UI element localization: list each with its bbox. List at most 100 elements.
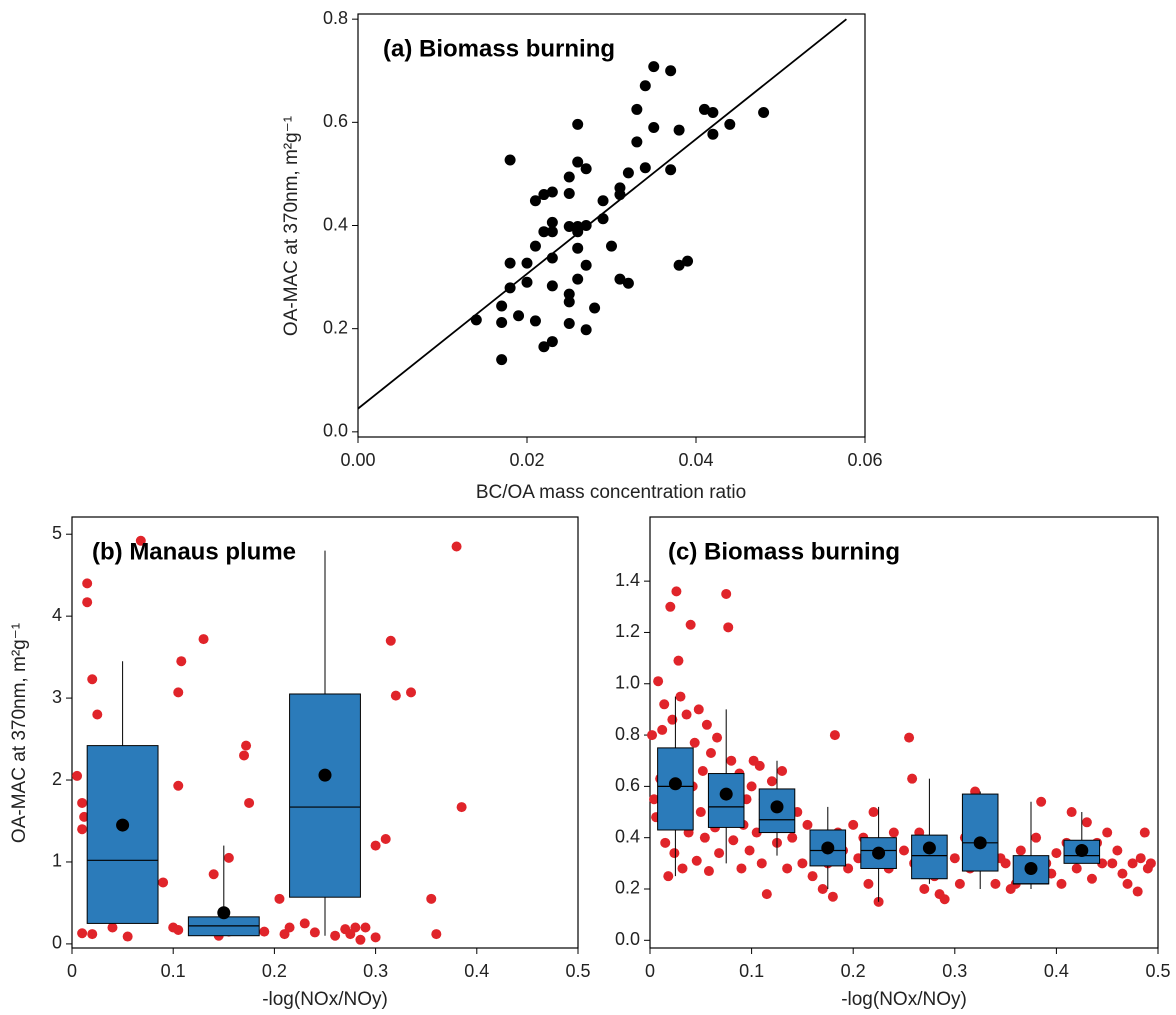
data-point — [176, 656, 187, 667]
y-tick-label: 0.8 — [615, 724, 640, 744]
y-tick-label: 0.4 — [323, 214, 348, 234]
box-body — [289, 693, 361, 898]
data-point — [673, 259, 685, 271]
data-point — [589, 302, 601, 314]
data-point — [622, 167, 634, 179]
box-mean — [1075, 844, 1089, 858]
data-point — [1031, 832, 1042, 843]
data-point — [907, 773, 918, 784]
data-point — [572, 221, 584, 233]
data-point — [431, 929, 442, 940]
data-point — [721, 588, 732, 599]
data-point — [1117, 868, 1128, 879]
data-point — [827, 891, 838, 902]
data-point — [355, 934, 366, 945]
data-point — [1015, 845, 1026, 856]
data-point — [665, 164, 677, 176]
data-point — [380, 834, 391, 845]
box-mean — [922, 841, 936, 855]
data-point — [639, 162, 651, 174]
y-tick-label: 1.0 — [615, 673, 640, 693]
data-point — [580, 220, 592, 231]
data-point — [1066, 807, 1077, 818]
data-point — [1112, 845, 1123, 856]
data-point — [848, 819, 859, 830]
x-tick-label: 0 — [67, 961, 77, 981]
x-axis-label: -log(NOx/NOy) — [262, 989, 388, 1010]
data-point — [529, 240, 541, 252]
box-mean — [1024, 861, 1038, 875]
data-point — [496, 300, 508, 312]
x-tick-label: 0.2 — [262, 961, 287, 981]
data-point — [631, 103, 643, 115]
data-point — [470, 314, 482, 326]
box-body — [961, 793, 999, 872]
data-point — [1051, 848, 1062, 859]
data-point — [728, 835, 739, 846]
data-point — [899, 845, 909, 856]
data-point — [572, 273, 584, 285]
data-point — [714, 848, 725, 859]
y-axis-label: OA-MAC at 370nm, m²g⁻¹ — [9, 623, 30, 843]
data-point — [756, 858, 767, 869]
data-point — [77, 928, 88, 939]
box-mean — [668, 777, 682, 791]
data-point — [158, 877, 169, 888]
data-point — [521, 276, 533, 288]
data-point — [77, 824, 88, 835]
data-point — [888, 827, 899, 838]
data-point — [529, 315, 541, 327]
x-tick-label: 0.4 — [464, 961, 489, 981]
data-point — [563, 221, 575, 233]
data-point — [758, 107, 770, 119]
data-point — [682, 255, 694, 267]
data-point — [546, 280, 558, 292]
data-point — [563, 171, 575, 183]
data-point — [538, 226, 550, 238]
data-point — [647, 730, 658, 741]
data-point — [87, 929, 98, 940]
y-axis-label: OA-MAC at 370nm, m²g⁻¹ — [281, 116, 302, 336]
x-tick-label: 0 — [645, 961, 655, 981]
data-point — [669, 848, 680, 859]
data-point — [82, 578, 93, 589]
data-point — [904, 732, 915, 743]
box-mean — [116, 818, 130, 832]
x-tick-label: 0.5 — [565, 961, 590, 981]
data-point — [675, 691, 686, 702]
data-point — [496, 316, 508, 328]
data-point — [681, 709, 692, 720]
data-point — [761, 889, 772, 900]
data-point — [241, 740, 252, 751]
data-point — [521, 257, 533, 269]
x-axis-label: BC/OA mass concentration ratio — [476, 482, 746, 503]
x-axis-label: -log(NOx/NOy) — [841, 989, 967, 1010]
data-point — [1135, 853, 1146, 864]
x-tick-label: 0.04 — [678, 450, 713, 470]
y-tick-label: 2 — [52, 769, 62, 789]
data-point — [330, 930, 341, 941]
data-point — [1081, 817, 1092, 828]
x-tick-label: 0.2 — [841, 961, 866, 981]
data-point — [244, 797, 255, 808]
box-mean — [318, 768, 332, 782]
data-point — [693, 704, 704, 715]
data-point — [673, 124, 685, 136]
x-tick-label: 0.1 — [161, 961, 186, 981]
y-tick-label: 0.2 — [323, 317, 348, 337]
data-point — [787, 832, 798, 843]
data-point — [173, 780, 184, 791]
data-point — [723, 622, 734, 633]
data-point — [580, 259, 592, 271]
y-tick-label: 0.8 — [323, 8, 348, 28]
data-point — [631, 136, 643, 148]
box-body — [758, 788, 796, 834]
y-tick-label: 0.0 — [323, 421, 348, 441]
data-point — [697, 765, 708, 776]
box-mean — [821, 841, 835, 855]
data-point — [648, 61, 660, 73]
y-tick-label: 0 — [52, 933, 62, 953]
data-point — [939, 894, 950, 905]
data-point — [79, 811, 90, 822]
panel-title: (a) Biomass burning — [383, 35, 615, 62]
